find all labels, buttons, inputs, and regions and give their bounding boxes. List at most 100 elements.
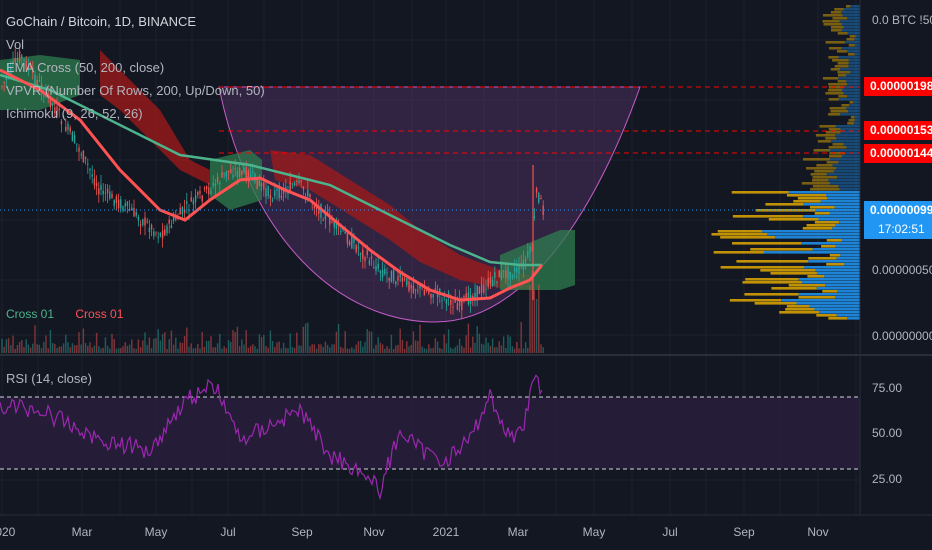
volume-bar (170, 330, 173, 353)
volume-profile-down-bar (771, 287, 817, 290)
volume-bar (238, 346, 241, 353)
candle-body (410, 285, 412, 289)
candle-body (168, 219, 170, 224)
candle-body (21, 55, 23, 59)
volume-legend[interactable]: Vol (6, 37, 25, 52)
candle-body (513, 268, 516, 272)
candle-body (192, 200, 195, 205)
candle-body (109, 191, 111, 199)
candle-body (71, 132, 74, 142)
volume-bar (236, 326, 239, 353)
volume-profile-up-bar (781, 299, 860, 302)
volume-profile-up-bar (788, 191, 860, 194)
volume-profile-down-bar (812, 176, 838, 179)
candle-body (179, 207, 181, 215)
volume-bar (483, 344, 485, 353)
volume-bar (32, 343, 34, 353)
volume-profile-up-bar (826, 173, 860, 176)
time-tick-label: Jul (662, 525, 677, 539)
volume-bar (7, 338, 10, 353)
volume-bar (54, 343, 56, 353)
candle-body (164, 229, 166, 236)
volume-bar (38, 344, 41, 353)
candle-body (49, 97, 52, 108)
volume-bar (397, 344, 399, 353)
time-tick-label: May (145, 525, 168, 539)
candle-body (98, 188, 100, 195)
volume-bar (498, 341, 500, 353)
volume-profile-up-bar (767, 233, 860, 236)
candle-body (381, 269, 384, 278)
candle-body (441, 300, 443, 302)
volume-bar (1, 338, 3, 353)
candle-body (276, 189, 278, 192)
volume-profile-up-bar (826, 194, 860, 197)
candle-body (428, 290, 430, 294)
vpvr-legend[interactable]: VPVR (Number Of Rows, 200, Up/Down, 50) (6, 83, 265, 98)
rsi-legend[interactable]: RSI (14, close) (6, 371, 92, 386)
volume-profile-up-bar (853, 122, 860, 125)
volume-bar (414, 340, 417, 353)
price-axis[interactable]: 0.00000050 0.00000000 0.0 BTC !50 (872, 13, 932, 343)
ema-200-line (0, 73, 542, 267)
volume-profile-up-bar (829, 212, 860, 215)
volume-profile-down-bar (736, 260, 809, 263)
volume-bar (450, 347, 452, 353)
volume-bar (410, 344, 412, 353)
candle-body (344, 231, 346, 234)
candle-body (291, 186, 294, 188)
volume-bar (137, 339, 140, 353)
volume-bar (142, 340, 144, 353)
volume-bar (276, 342, 278, 353)
volume-bar (51, 343, 54, 353)
candle-body (324, 212, 327, 220)
volume-bar (36, 344, 38, 353)
volume-bar (267, 347, 269, 353)
volume-bar (439, 347, 441, 353)
candle-body (93, 178, 96, 186)
candle-body (436, 294, 439, 298)
rsi-axis[interactable]: 75.00 50.00 25.00 (872, 381, 902, 486)
candle-body (505, 270, 507, 278)
volume-bar (324, 341, 327, 353)
volume-profile-up-bar (854, 119, 860, 122)
volume-profile-down-bar (832, 59, 849, 62)
time-axis[interactable]: 2020 Mar May Jul Sep Nov 2021 Mar May Jul Sep Nov (0, 525, 829, 539)
candle-body (401, 277, 404, 282)
volume-profile-down-bar (830, 110, 849, 113)
symbol-title[interactable]: GoChain / Bitcoin, 1D, BINANCE (6, 14, 197, 29)
candle-body (370, 256, 373, 259)
volume-bar (201, 331, 203, 353)
volume-bar (117, 348, 120, 353)
volume-profile-down-bar (848, 44, 855, 47)
volume-bar (346, 348, 349, 353)
volume-bar (432, 347, 434, 353)
time-tick-label: Nov (363, 525, 384, 539)
volume-bar (76, 345, 78, 353)
volume-bar (425, 348, 428, 353)
volume-bar (527, 347, 529, 353)
volume-bar (516, 341, 518, 353)
ema-legend[interactable]: EMA Cross (50, 200, close) (6, 60, 165, 75)
volume-bar (291, 346, 294, 353)
volume-bar (456, 345, 459, 353)
candle-body (241, 170, 243, 175)
volume-bar (14, 348, 16, 353)
volume-bar (366, 328, 368, 353)
rsi-band (0, 397, 860, 469)
volume-profile-down-bar (814, 221, 840, 224)
volume-bar (434, 338, 437, 353)
volume-bar (93, 345, 96, 353)
candle-body (172, 216, 175, 221)
candle-body (346, 233, 349, 244)
candle-body (203, 187, 206, 189)
bar-countdown: 17:02:51 (864, 220, 932, 239)
candle-body (155, 232, 157, 234)
candle-body (247, 170, 250, 181)
candle-body (43, 95, 45, 97)
ichimoku-legend[interactable]: Ichimoku (9, 26, 52, 26) (6, 106, 143, 121)
candle-body (260, 183, 263, 187)
volume-bar (474, 342, 476, 353)
volume-profile-up-bar (846, 146, 860, 149)
